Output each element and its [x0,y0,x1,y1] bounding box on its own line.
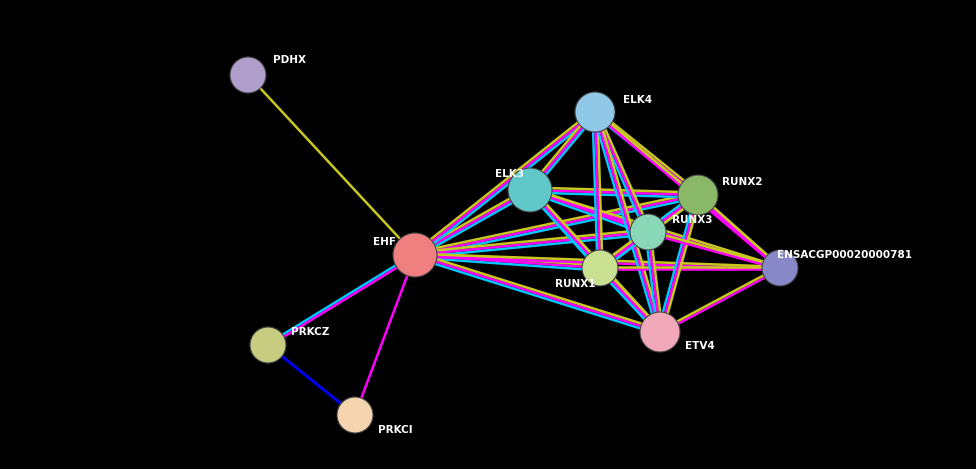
Circle shape [230,57,266,93]
Circle shape [508,168,552,212]
Text: ETV4: ETV4 [685,341,714,351]
Text: RUNX2: RUNX2 [721,177,762,187]
Circle shape [250,327,286,363]
Text: PRKCZ: PRKCZ [291,327,329,337]
Text: RUNX3: RUNX3 [671,215,712,225]
Circle shape [393,233,437,277]
Circle shape [630,214,666,250]
Text: ELK4: ELK4 [624,95,653,105]
Text: PDHX: PDHX [273,55,306,65]
Text: ELK3: ELK3 [496,169,524,179]
Circle shape [575,92,615,132]
Circle shape [337,397,373,433]
Text: PRKCI: PRKCI [378,425,412,435]
Text: ENSACGP00020000781: ENSACGP00020000781 [778,250,913,260]
Circle shape [582,250,618,286]
Circle shape [762,250,798,286]
Text: EHF: EHF [374,237,396,247]
Circle shape [678,175,718,215]
Text: RUNX1: RUNX1 [554,279,595,289]
Circle shape [640,312,680,352]
